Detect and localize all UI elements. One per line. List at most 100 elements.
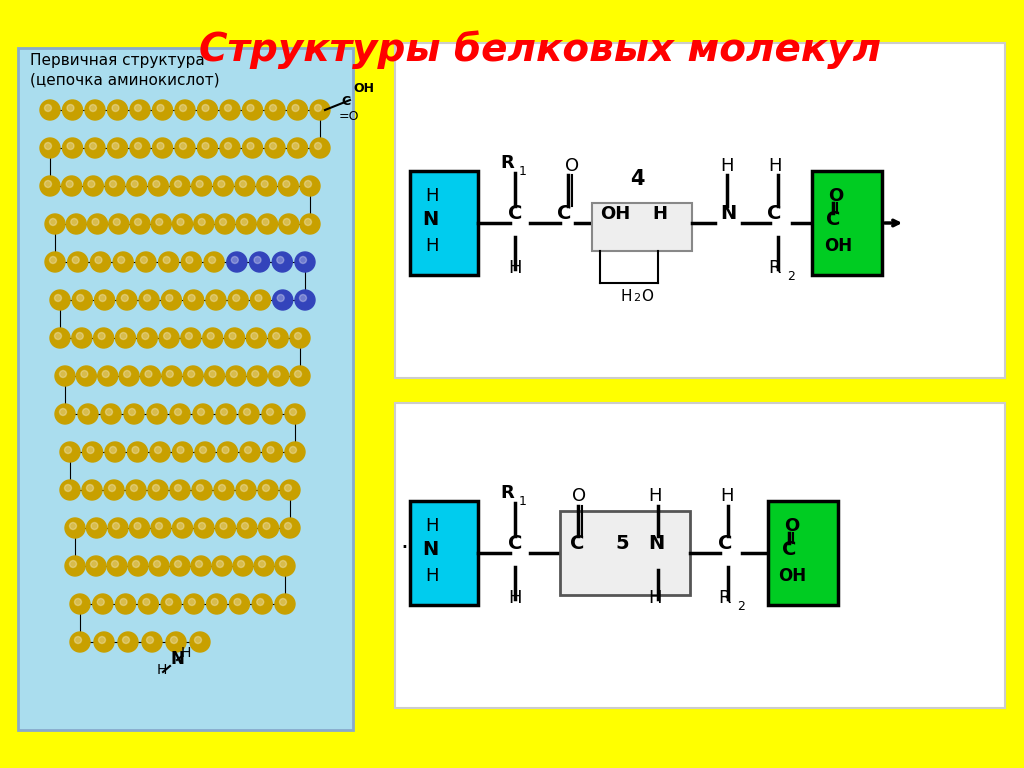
Circle shape — [108, 100, 128, 120]
Circle shape — [94, 290, 115, 310]
Circle shape — [82, 480, 102, 500]
Text: R: R — [768, 259, 780, 277]
Circle shape — [190, 632, 210, 652]
Circle shape — [280, 480, 300, 500]
Circle shape — [247, 366, 267, 386]
Bar — [812, 171, 882, 275]
Circle shape — [183, 366, 203, 386]
Circle shape — [150, 442, 170, 462]
Circle shape — [153, 180, 160, 187]
Circle shape — [166, 632, 186, 652]
Circle shape — [55, 366, 75, 386]
Circle shape — [279, 176, 298, 196]
Circle shape — [207, 333, 214, 339]
Circle shape — [49, 219, 56, 226]
Circle shape — [292, 104, 299, 111]
Circle shape — [75, 637, 82, 644]
Bar — [395, 403, 1005, 708]
Circle shape — [226, 366, 246, 386]
Circle shape — [198, 100, 217, 120]
Circle shape — [257, 176, 276, 196]
Circle shape — [124, 404, 144, 424]
Circle shape — [90, 561, 97, 568]
Circle shape — [134, 104, 141, 111]
Circle shape — [155, 446, 162, 453]
Circle shape — [60, 442, 80, 462]
Circle shape — [132, 561, 139, 568]
Circle shape — [285, 485, 292, 492]
Circle shape — [233, 556, 253, 576]
Circle shape — [194, 518, 214, 538]
Circle shape — [166, 294, 173, 302]
Circle shape — [110, 446, 117, 453]
Circle shape — [228, 290, 248, 310]
Circle shape — [130, 214, 150, 234]
Circle shape — [175, 138, 195, 158]
Circle shape — [254, 556, 274, 576]
Circle shape — [105, 176, 125, 196]
Circle shape — [73, 290, 92, 310]
Circle shape — [219, 219, 226, 226]
Text: =O: =O — [339, 110, 359, 123]
Circle shape — [120, 333, 127, 339]
Circle shape — [108, 138, 128, 158]
Circle shape — [183, 290, 204, 310]
Circle shape — [198, 409, 205, 415]
Circle shape — [88, 180, 95, 187]
Circle shape — [75, 598, 82, 605]
Circle shape — [220, 100, 240, 120]
Circle shape — [159, 328, 179, 348]
Circle shape — [179, 104, 186, 111]
Circle shape — [247, 328, 266, 348]
Circle shape — [244, 409, 251, 415]
Circle shape — [72, 328, 92, 348]
Circle shape — [93, 328, 114, 348]
Circle shape — [83, 409, 89, 415]
Circle shape — [68, 252, 88, 272]
Circle shape — [99, 294, 106, 302]
Circle shape — [93, 594, 113, 614]
Text: H: H — [652, 205, 667, 223]
Circle shape — [240, 442, 260, 462]
Circle shape — [70, 522, 77, 529]
Circle shape — [278, 294, 285, 302]
Text: C: C — [557, 204, 571, 223]
Circle shape — [187, 370, 195, 378]
Circle shape — [166, 370, 173, 378]
Circle shape — [65, 485, 72, 492]
Circle shape — [109, 214, 129, 234]
Circle shape — [67, 143, 74, 150]
Circle shape — [134, 219, 141, 226]
Text: H: H — [425, 187, 438, 205]
Circle shape — [266, 409, 273, 415]
Circle shape — [202, 143, 209, 150]
Text: O: O — [784, 517, 800, 535]
Bar — [18, 48, 353, 730]
Circle shape — [59, 409, 67, 415]
Circle shape — [290, 366, 310, 386]
Text: OH: OH — [353, 82, 374, 95]
Circle shape — [172, 442, 193, 462]
Circle shape — [295, 370, 301, 378]
Circle shape — [290, 409, 297, 415]
Circle shape — [172, 518, 193, 538]
Circle shape — [55, 404, 75, 424]
Circle shape — [98, 333, 105, 339]
Circle shape — [83, 176, 103, 196]
Circle shape — [50, 328, 70, 348]
Circle shape — [105, 409, 113, 415]
Circle shape — [288, 100, 307, 120]
Text: N: N — [720, 204, 736, 223]
Circle shape — [258, 518, 279, 538]
Circle shape — [292, 143, 299, 150]
Circle shape — [90, 252, 111, 272]
Circle shape — [262, 219, 269, 226]
Circle shape — [44, 180, 51, 187]
Circle shape — [236, 480, 256, 500]
Circle shape — [229, 594, 250, 614]
Circle shape — [70, 561, 77, 568]
Circle shape — [77, 294, 84, 302]
Circle shape — [254, 257, 261, 263]
Circle shape — [193, 404, 213, 424]
Circle shape — [206, 290, 226, 310]
